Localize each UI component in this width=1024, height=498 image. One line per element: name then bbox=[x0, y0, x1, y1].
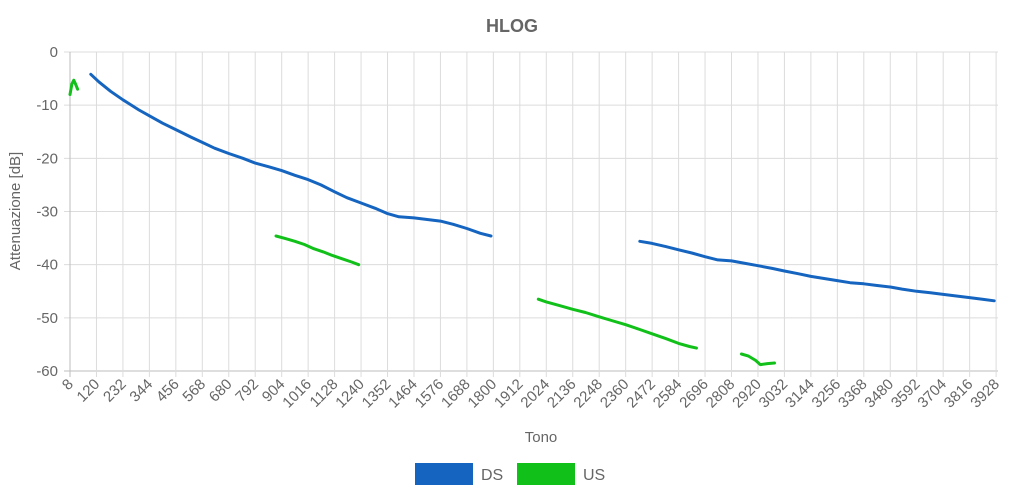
x-axis-title: Tono bbox=[525, 429, 558, 446]
x-tick-label: 456 bbox=[153, 376, 183, 406]
x-tick-label: 2136 bbox=[544, 376, 580, 412]
x-tick-label: 8 bbox=[59, 376, 77, 394]
x-tick-label: 2584 bbox=[650, 376, 686, 412]
series-line-us bbox=[274, 234, 361, 267]
y-tick-label: -50 bbox=[36, 310, 58, 327]
x-tick-label: 1128 bbox=[307, 376, 342, 411]
x-axis-ticks: 8120232344456568680792904101611281240135… bbox=[59, 376, 1003, 412]
x-tick-label: 2472 bbox=[623, 376, 659, 412]
x-tick-label: 3592 bbox=[888, 376, 924, 412]
x-tick-label: 2360 bbox=[597, 376, 633, 412]
x-tick-label: 3256 bbox=[809, 376, 845, 412]
y-tick-label: -20 bbox=[36, 150, 58, 167]
x-tick-label: 2248 bbox=[570, 376, 606, 412]
x-tick-label: 1800 bbox=[465, 376, 501, 412]
x-tick-label: 680 bbox=[206, 376, 236, 406]
x-tick-label: 3928 bbox=[967, 376, 1003, 412]
series-line-us bbox=[739, 352, 776, 367]
chart-title: HLOG bbox=[486, 16, 538, 36]
x-tick-label: 2696 bbox=[676, 376, 712, 412]
x-tick-label: 1912 bbox=[491, 376, 527, 412]
x-tick-label: 2808 bbox=[703, 376, 739, 412]
series-line-ds bbox=[638, 239, 996, 303]
y-axis-ticks: 0 -10 -20 -30 -40 -50 -60 bbox=[36, 44, 58, 380]
series-group bbox=[68, 72, 996, 367]
x-tick-label: 120 bbox=[74, 376, 104, 406]
x-tick-label: 792 bbox=[232, 376, 262, 406]
x-tick-label: 1352 bbox=[359, 376, 395, 412]
x-tick-label: 1464 bbox=[385, 376, 421, 412]
legend-swatch-us bbox=[517, 463, 575, 485]
legend-swatch-ds bbox=[415, 463, 473, 485]
x-tick-label: 344 bbox=[126, 376, 156, 406]
series-line-us bbox=[536, 297, 698, 350]
legend-label-ds: DS bbox=[481, 467, 503, 484]
x-tick-label: 3368 bbox=[835, 376, 871, 412]
x-tick-label: 1688 bbox=[438, 376, 474, 412]
legend: DS US bbox=[415, 463, 605, 485]
x-tick-label: 2024 bbox=[517, 376, 553, 412]
series-line-ds bbox=[89, 72, 493, 238]
x-tick-label: 2920 bbox=[729, 376, 765, 412]
y-tick-label: -30 bbox=[36, 204, 58, 221]
y-tick-label: 0 bbox=[50, 44, 58, 61]
y-tick-label: -10 bbox=[36, 97, 58, 114]
x-tick-label: 3704 bbox=[914, 376, 950, 412]
x-tick-label: 1576 bbox=[412, 376, 448, 412]
y-tick-label: -40 bbox=[36, 257, 58, 274]
x-tick-label: 1016 bbox=[279, 376, 315, 412]
x-tick-label: 1240 bbox=[332, 376, 368, 412]
x-tick-label: 3032 bbox=[756, 376, 792, 412]
x-tick-label: 232 bbox=[100, 376, 130, 406]
legend-label-us: US bbox=[583, 467, 605, 484]
grid bbox=[64, 51, 998, 377]
x-tick-label: 3816 bbox=[941, 376, 977, 412]
series-line-us bbox=[68, 78, 80, 96]
x-tick-label: 3480 bbox=[861, 376, 897, 412]
y-axis-title: Attenuazione [dB] bbox=[7, 152, 24, 270]
x-tick-label: 3144 bbox=[782, 376, 818, 412]
x-tick-label: 568 bbox=[179, 376, 209, 406]
y-tick-label: -60 bbox=[36, 363, 58, 380]
